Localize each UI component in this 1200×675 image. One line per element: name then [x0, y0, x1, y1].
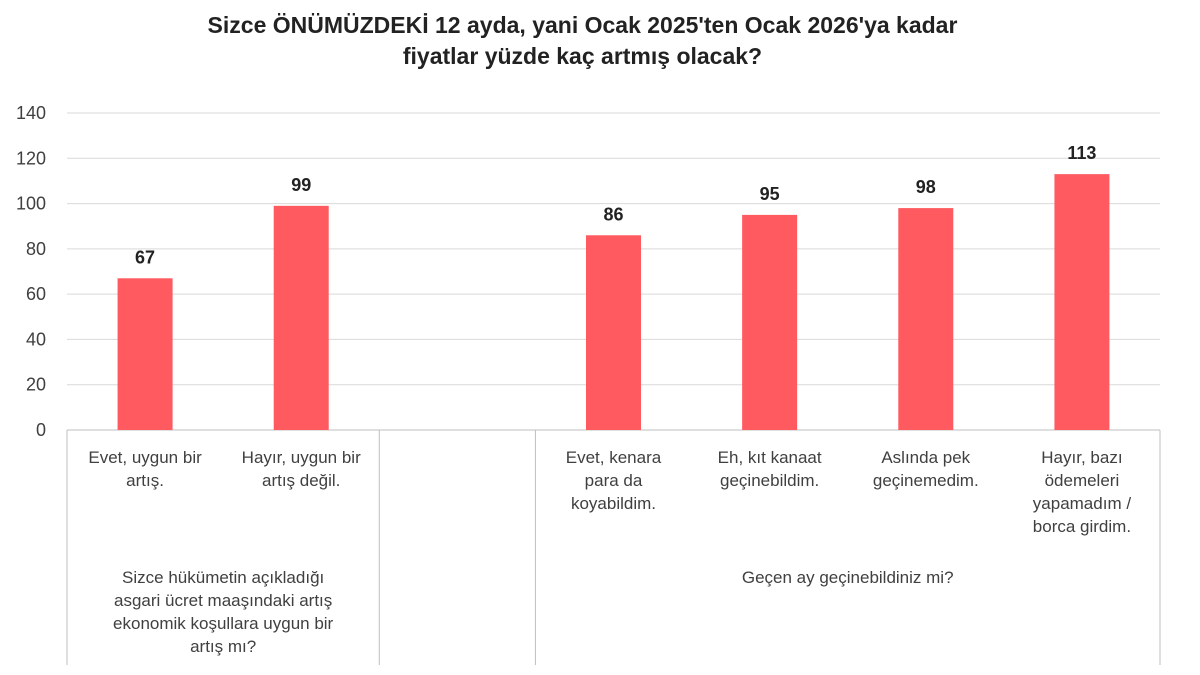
group-label-wage-question: Sizce hükümetin açıkladığı asgari ücret …: [113, 568, 334, 656]
y-tick-label: 80: [26, 239, 46, 259]
y-tick-label: 100: [16, 194, 46, 214]
y-tick-label: 0: [36, 420, 46, 440]
data-label: 99: [291, 175, 311, 195]
data-label: 67: [135, 247, 155, 267]
y-tick-label: 60: [26, 284, 46, 304]
bar: [273, 205, 329, 430]
category-label: Eh, kıt kanaat geçinebildim.: [717, 448, 822, 490]
chart-title-line-1: Sizce ÖNÜMÜZDEKİ 12 ayda, yani Ocak 2025…: [207, 12, 958, 38]
y-tick-label: 120: [16, 148, 46, 168]
bar: [1054, 174, 1110, 430]
bar: [898, 208, 954, 430]
data-label: 86: [603, 204, 623, 224]
category-label: Aslında pek geçinemedim.: [872, 448, 979, 490]
bar: [742, 214, 798, 430]
data-label: 113: [1067, 143, 1096, 163]
group-label-livelihood-question: Geçen ay geçinebildiniz mi?: [741, 568, 954, 587]
chart-title-line-2: fiyatlar yüzde kaç artmış olacak?: [402, 43, 763, 69]
chart-title: Sizce ÖNÜMÜZDEKİ 12 ayda, yani Ocak 2025…: [0, 10, 1165, 72]
category-label: Evet, uygun bir artış.: [88, 448, 202, 490]
bar: [586, 235, 641, 430]
bar: [117, 278, 173, 430]
category-label: Evet, kenara para da koyabildim.: [565, 448, 662, 513]
y-tick-label: 140: [16, 103, 46, 123]
data-label: 98: [916, 177, 936, 197]
category-label: Hayır, bazı ödemeleri yapamadım / borca …: [1032, 448, 1132, 536]
y-tick-label: 40: [26, 329, 46, 349]
data-label: 95: [760, 184, 780, 204]
category-label: Hayır, uygun bir artış değil.: [241, 448, 361, 490]
y-tick-label: 20: [26, 375, 46, 395]
